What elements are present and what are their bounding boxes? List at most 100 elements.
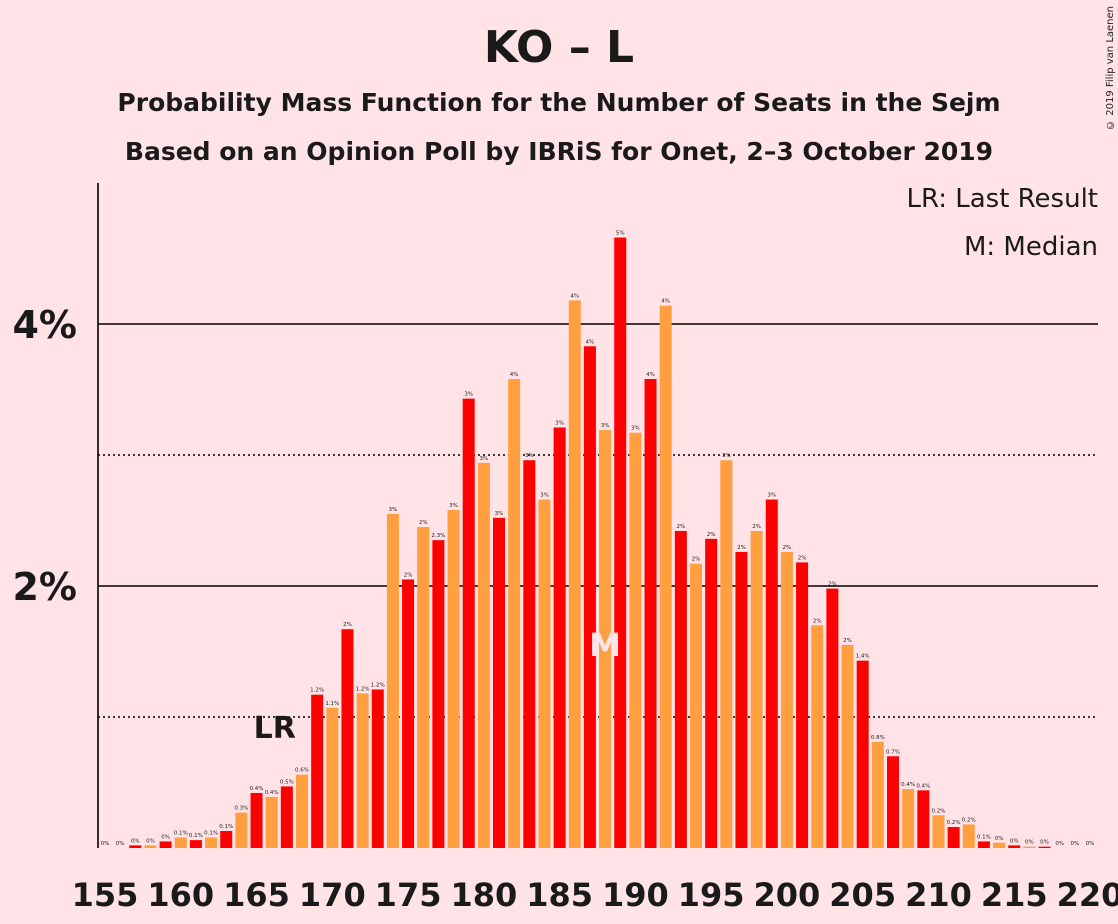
data-label: 1.2% (371, 682, 385, 688)
bar-seat-163 (220, 830, 233, 848)
bar-seat-203 (826, 588, 839, 848)
data-label: 3% (722, 453, 731, 459)
bar-seat-179 (462, 398, 475, 848)
bar-seat-200 (780, 551, 793, 848)
data-label: 0.8% (871, 735, 885, 741)
bar-seat-209 (917, 790, 930, 848)
x-tick-label: 175 (375, 876, 442, 914)
bar-seat-192 (659, 305, 672, 848)
data-label: 4% (570, 293, 579, 299)
bar-seat-165 (250, 792, 263, 848)
bar-seat-201 (796, 562, 809, 848)
data-label: 0% (1025, 840, 1034, 846)
x-tick-label: 185 (526, 876, 593, 914)
bar-seat-176 (417, 527, 430, 848)
data-label: 0.4% (265, 790, 279, 796)
data-label: 1.2% (356, 686, 370, 692)
bar-seat-183 (523, 460, 536, 848)
bar-seat-188 (599, 430, 612, 848)
data-label: 0.1% (219, 824, 233, 830)
data-label: 0% (995, 836, 1004, 842)
bar-seat-215 (1008, 845, 1021, 848)
data-label: 1.2% (310, 688, 324, 694)
data-label: 3% (601, 423, 610, 429)
data-label: 2% (419, 520, 428, 526)
bar-seat-159 (159, 841, 172, 848)
bar-seat-174 (386, 513, 399, 848)
bar-seat-166 (265, 796, 278, 848)
data-label: 3% (464, 392, 473, 398)
bar-seat-198 (750, 530, 763, 848)
data-label: 2% (798, 555, 807, 561)
bar-seat-199 (765, 499, 778, 848)
bar-seat-164 (235, 812, 248, 848)
data-label: 2% (404, 572, 413, 578)
bar-seat-191 (644, 379, 657, 848)
data-label: 0.1% (204, 831, 218, 837)
bar-seat-169 (311, 694, 324, 848)
data-label: 0% (116, 841, 125, 847)
data-label: 4% (586, 339, 595, 345)
chart-subtitle-poll: Based on an Opinion Poll by IBRiS for On… (124, 137, 994, 166)
bar-seat-195 (705, 538, 718, 848)
data-label: 3% (495, 511, 504, 517)
x-tick-label: 190 (602, 876, 669, 914)
data-label: 2% (783, 545, 792, 551)
data-label: 0.3% (234, 806, 248, 812)
bar-seat-213 (977, 841, 990, 848)
bar-seat-160 (174, 837, 187, 848)
data-label: 0.1% (977, 834, 991, 840)
bar-seat-202 (811, 625, 824, 848)
chart-subtitle: Probability Mass Function for the Number… (117, 88, 1001, 117)
bar-seat-211 (947, 827, 960, 848)
bar-seat-193 (674, 530, 687, 848)
data-label: 0% (101, 841, 110, 847)
data-label: 0.2% (931, 808, 945, 814)
bar-seat-208 (902, 789, 915, 848)
legend-median: M: Median (963, 232, 1098, 262)
bar-seat-185 (553, 427, 566, 848)
data-label: 2% (828, 582, 837, 588)
median-marker: M (589, 626, 621, 664)
data-label: 3% (525, 453, 534, 459)
data-label: 0% (1010, 838, 1019, 844)
data-label: 5% (616, 231, 625, 237)
data-label: 0% (1070, 841, 1079, 847)
data-label: 2% (752, 524, 761, 530)
data-label: 0.6% (295, 768, 309, 774)
bar-seat-212 (962, 824, 975, 848)
bar-seat-197 (735, 551, 748, 848)
data-label: 2% (813, 618, 822, 624)
x-tick-label: 210 (905, 876, 972, 914)
bar-seat-175 (402, 579, 415, 848)
y-tick-label: 2% (12, 565, 77, 609)
bar-seat-206 (871, 741, 884, 848)
last-result-marker: LR (254, 711, 296, 746)
data-label: 0% (131, 838, 140, 844)
data-label: 1.4% (856, 654, 870, 660)
bar-seat-210 (932, 815, 945, 848)
bar-seat-158 (144, 845, 157, 848)
bar-seat-207 (887, 756, 899, 848)
data-label: 4% (661, 299, 670, 305)
x-tick-label: 165 (223, 876, 290, 914)
x-tick-label: 195 (678, 876, 745, 914)
bar-seat-205 (856, 660, 869, 848)
data-label: 4% (510, 372, 519, 378)
bar-seat-171 (341, 629, 354, 848)
data-label: 3% (449, 503, 458, 509)
bar-seat-216 (1023, 846, 1036, 848)
x-tick-label: 215 (981, 876, 1048, 914)
data-label: 0.1% (189, 833, 203, 839)
x-tick-label: 220 (1057, 876, 1118, 914)
data-label: 2% (676, 524, 685, 530)
data-label: 2% (707, 532, 716, 538)
bar-seat-182 (508, 379, 521, 848)
x-tick-label: 180 (450, 876, 517, 914)
bar-seat-181 (493, 517, 505, 848)
x-tick-label: 205 (829, 876, 896, 914)
data-label: 3% (540, 493, 549, 499)
x-tick-label: 160 (147, 876, 214, 914)
chart-title: KO – L (483, 22, 635, 73)
bar-seat-170 (326, 707, 339, 848)
